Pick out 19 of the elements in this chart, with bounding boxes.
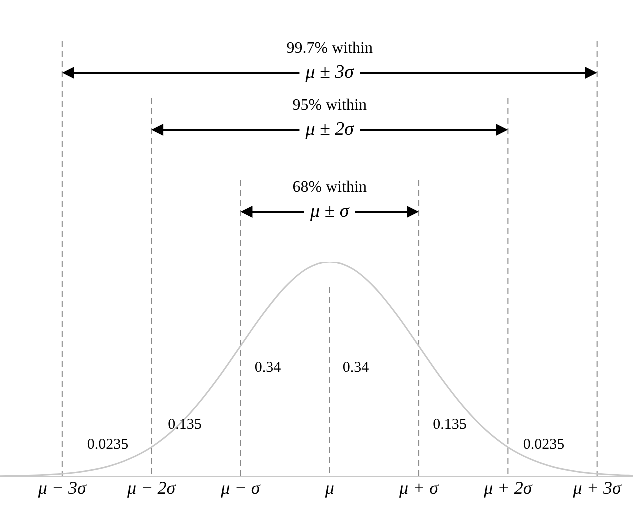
text: μ ± 3σ xyxy=(304,62,355,83)
x-tick-label: μ xyxy=(324,478,334,498)
annotation: 0.0235 xyxy=(87,436,129,453)
x-tick-label: μ − 3σ xyxy=(37,478,88,498)
annotation: 0.135 xyxy=(168,416,202,433)
text: 68% within xyxy=(292,179,367,196)
annotation: 0.135 xyxy=(433,416,467,433)
annotation: 0.0235 xyxy=(523,436,565,453)
x-tick-label: μ + 3σ xyxy=(572,478,622,498)
text: μ ± σ xyxy=(309,201,350,222)
x-tick-label: μ − 2σ xyxy=(126,478,177,498)
text: 95% within xyxy=(292,97,367,114)
annotation: 0.34 xyxy=(342,360,370,376)
annotation: 0.34 xyxy=(254,360,282,376)
x-tick-label: μ − σ xyxy=(220,478,262,498)
text: 99.7% within xyxy=(286,40,373,58)
x-tick-label: μ + σ xyxy=(398,478,440,498)
text: μ ± 2σ xyxy=(304,119,355,140)
x-tick-label: μ + 2σ xyxy=(483,478,534,498)
